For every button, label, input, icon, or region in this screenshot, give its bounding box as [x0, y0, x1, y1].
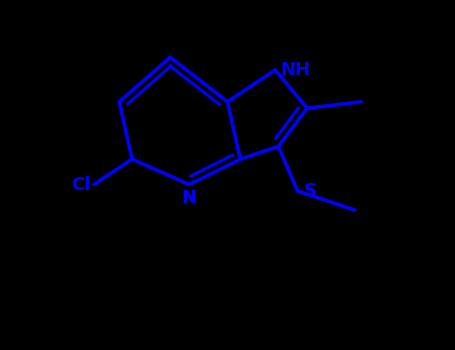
Text: Cl: Cl [71, 176, 91, 194]
Text: S: S [304, 182, 317, 200]
Text: N: N [182, 189, 197, 207]
Text: NH: NH [280, 61, 310, 79]
